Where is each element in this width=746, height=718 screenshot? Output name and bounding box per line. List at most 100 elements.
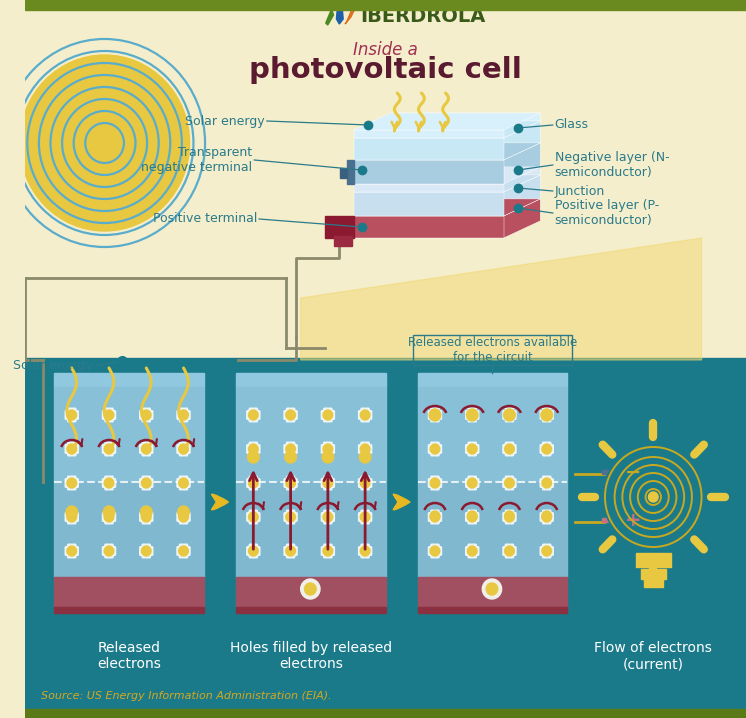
- FancyBboxPatch shape: [283, 444, 298, 454]
- Circle shape: [504, 478, 514, 488]
- Bar: [25, 358, 746, 718]
- FancyBboxPatch shape: [283, 512, 298, 522]
- FancyBboxPatch shape: [360, 510, 370, 525]
- FancyBboxPatch shape: [67, 544, 77, 559]
- Text: Holes filled by released
electrons: Holes filled by released electrons: [230, 641, 392, 671]
- FancyBboxPatch shape: [539, 478, 554, 488]
- FancyBboxPatch shape: [286, 510, 295, 525]
- FancyBboxPatch shape: [142, 475, 151, 490]
- FancyBboxPatch shape: [286, 408, 295, 422]
- FancyBboxPatch shape: [504, 442, 514, 457]
- FancyBboxPatch shape: [504, 510, 514, 525]
- Circle shape: [322, 451, 333, 463]
- FancyBboxPatch shape: [465, 410, 480, 420]
- Bar: [418, 482, 567, 577]
- Bar: [25, 0, 746, 360]
- Text: Solar energy: Solar energy: [13, 360, 93, 373]
- FancyBboxPatch shape: [358, 512, 372, 522]
- Text: Positive terminal: Positive terminal: [153, 213, 257, 225]
- FancyBboxPatch shape: [283, 546, 298, 556]
- Circle shape: [541, 409, 553, 421]
- Polygon shape: [504, 143, 540, 184]
- Polygon shape: [354, 192, 504, 216]
- Bar: [54, 577, 204, 607]
- Bar: [641, 569, 666, 579]
- FancyBboxPatch shape: [179, 475, 188, 490]
- Circle shape: [286, 444, 295, 454]
- FancyBboxPatch shape: [101, 410, 116, 420]
- Polygon shape: [504, 199, 540, 238]
- FancyBboxPatch shape: [67, 408, 77, 422]
- FancyBboxPatch shape: [248, 544, 258, 559]
- FancyBboxPatch shape: [246, 410, 260, 420]
- Circle shape: [542, 512, 551, 522]
- FancyBboxPatch shape: [502, 410, 517, 420]
- Polygon shape: [345, 7, 355, 24]
- Bar: [54, 373, 204, 387]
- Circle shape: [285, 451, 296, 463]
- Circle shape: [323, 444, 333, 454]
- Circle shape: [142, 478, 151, 488]
- FancyBboxPatch shape: [360, 544, 370, 559]
- Text: photovoltaic cell: photovoltaic cell: [249, 56, 522, 84]
- Text: Solar energy: Solar energy: [185, 114, 265, 128]
- Circle shape: [430, 444, 440, 454]
- Circle shape: [179, 478, 188, 488]
- FancyBboxPatch shape: [179, 544, 188, 559]
- Bar: [418, 373, 567, 387]
- Circle shape: [323, 410, 333, 420]
- FancyBboxPatch shape: [64, 546, 79, 556]
- Circle shape: [468, 546, 477, 556]
- Circle shape: [286, 512, 295, 522]
- FancyBboxPatch shape: [283, 410, 298, 420]
- Circle shape: [67, 512, 77, 522]
- Bar: [644, 579, 663, 587]
- Circle shape: [286, 478, 295, 488]
- Circle shape: [66, 506, 78, 518]
- Circle shape: [504, 409, 515, 421]
- Polygon shape: [301, 238, 701, 360]
- Circle shape: [360, 451, 371, 463]
- Circle shape: [248, 444, 258, 454]
- Circle shape: [142, 444, 151, 454]
- Circle shape: [430, 546, 440, 556]
- Text: Negative layer (N-
semiconductor): Negative layer (N- semiconductor): [555, 151, 669, 179]
- Circle shape: [67, 444, 77, 454]
- FancyBboxPatch shape: [504, 544, 514, 559]
- FancyBboxPatch shape: [176, 546, 191, 556]
- FancyBboxPatch shape: [104, 510, 114, 525]
- FancyBboxPatch shape: [142, 510, 151, 525]
- Circle shape: [468, 512, 477, 522]
- Circle shape: [301, 579, 320, 599]
- FancyBboxPatch shape: [323, 544, 333, 559]
- Circle shape: [323, 546, 333, 556]
- FancyBboxPatch shape: [246, 546, 260, 556]
- Polygon shape: [354, 121, 540, 138]
- FancyBboxPatch shape: [358, 410, 372, 420]
- FancyBboxPatch shape: [179, 408, 188, 422]
- FancyBboxPatch shape: [139, 478, 154, 488]
- Bar: [236, 373, 386, 387]
- Circle shape: [542, 444, 551, 454]
- FancyBboxPatch shape: [427, 512, 442, 522]
- Polygon shape: [354, 143, 540, 160]
- Polygon shape: [354, 216, 504, 238]
- Polygon shape: [354, 113, 540, 130]
- Circle shape: [104, 410, 114, 420]
- Text: Glass: Glass: [555, 118, 589, 131]
- Bar: [236, 577, 386, 607]
- FancyBboxPatch shape: [427, 410, 442, 420]
- Circle shape: [91, 129, 118, 157]
- Circle shape: [248, 512, 258, 522]
- FancyBboxPatch shape: [542, 544, 551, 559]
- Circle shape: [103, 506, 115, 518]
- Circle shape: [486, 583, 498, 595]
- Bar: [602, 518, 619, 522]
- FancyBboxPatch shape: [430, 510, 440, 525]
- Bar: [347, 160, 354, 184]
- FancyBboxPatch shape: [502, 444, 517, 454]
- Polygon shape: [354, 184, 504, 192]
- Bar: [325, 216, 354, 238]
- Bar: [54, 607, 204, 613]
- Bar: [25, 0, 746, 10]
